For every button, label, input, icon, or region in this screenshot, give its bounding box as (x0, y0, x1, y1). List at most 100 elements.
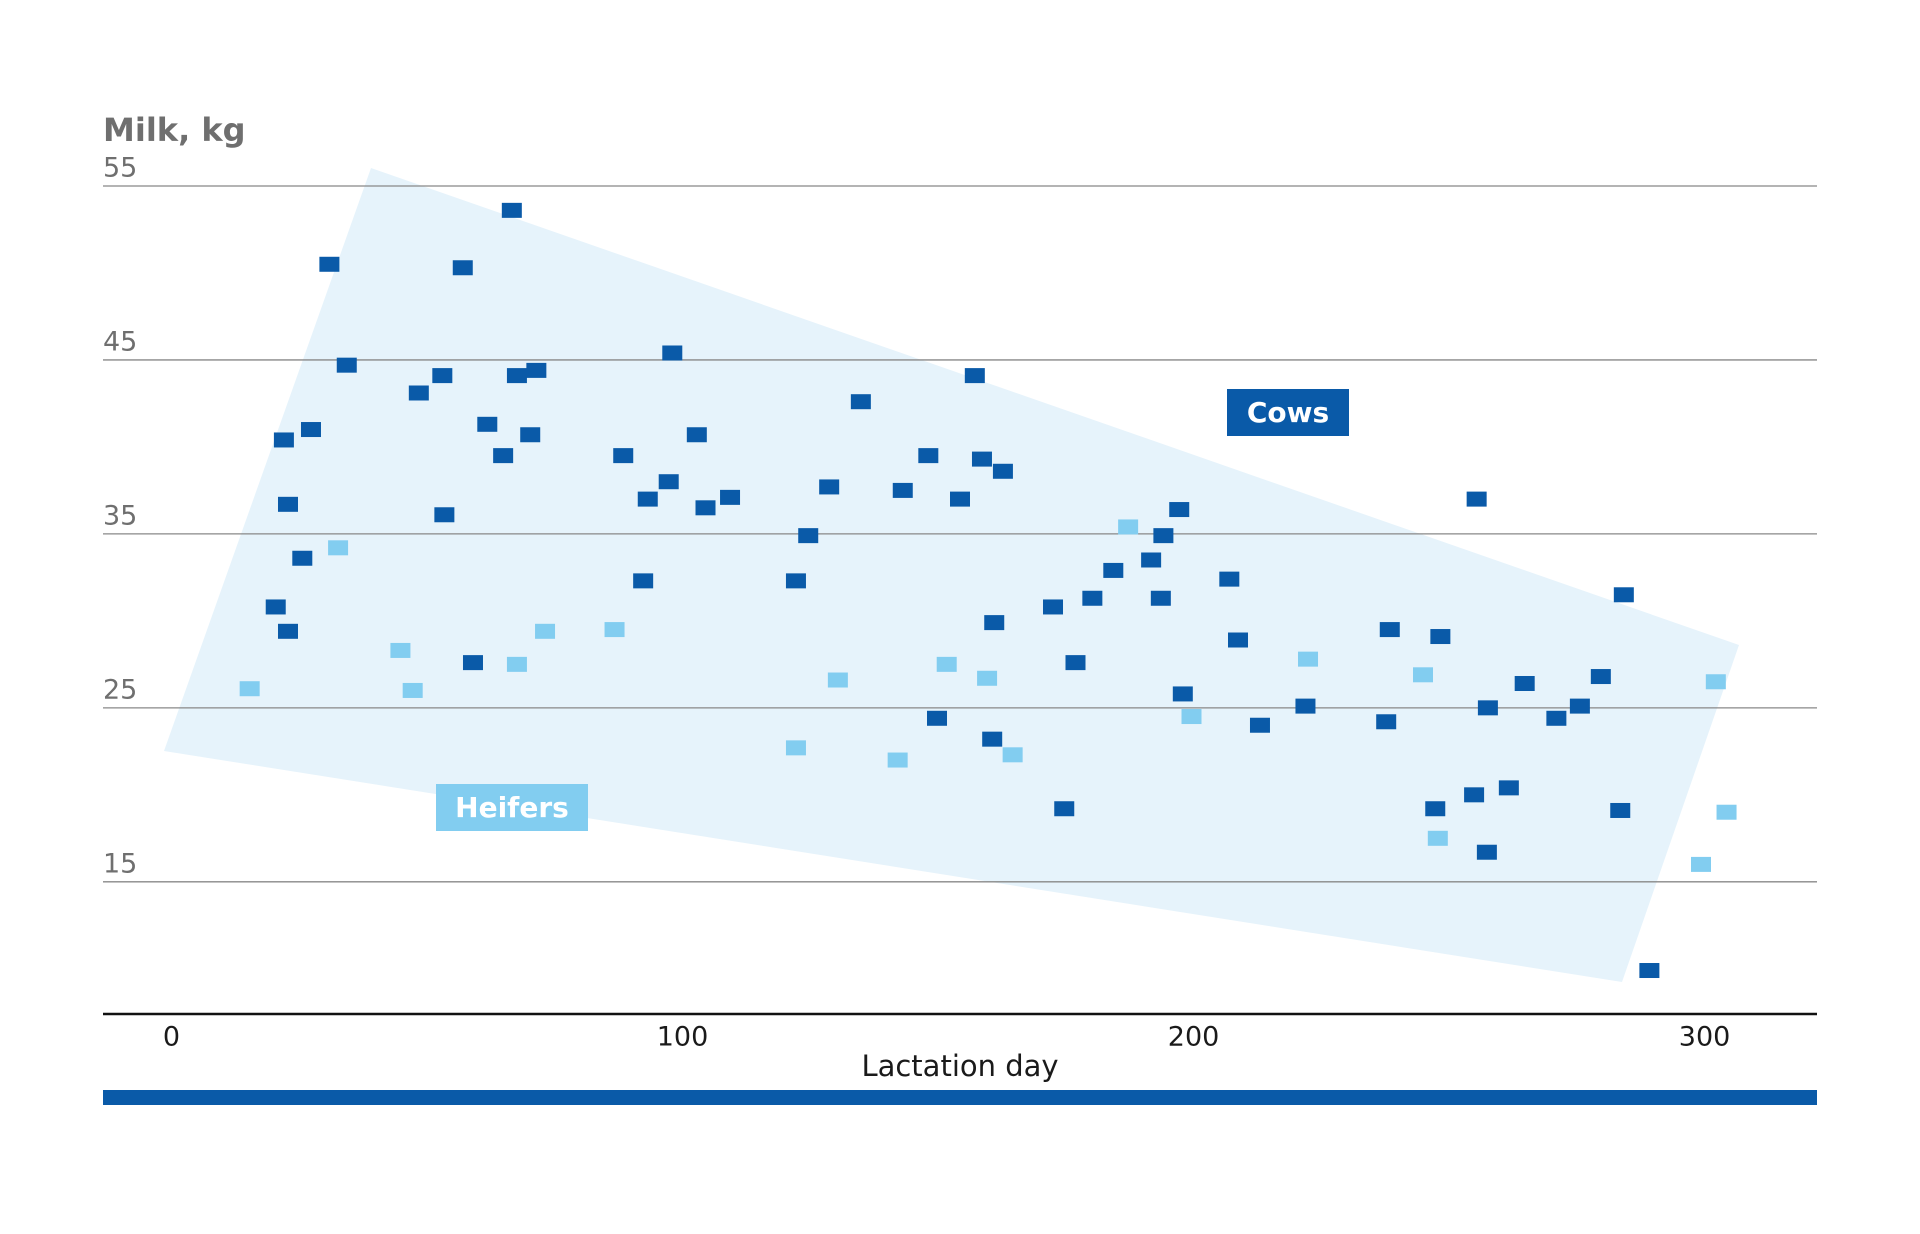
data-point (1425, 801, 1446, 817)
data-point (1082, 590, 1103, 606)
y-tick-label: 25 (103, 674, 137, 705)
data-point (918, 448, 939, 464)
data-point (850, 394, 871, 410)
data-point (785, 740, 806, 756)
data-point (798, 528, 819, 544)
data-point (662, 345, 683, 361)
data-point (1590, 669, 1611, 685)
data-point (292, 550, 313, 566)
data-point (1569, 698, 1590, 714)
data-point (477, 416, 498, 432)
data-point (1228, 632, 1249, 648)
data-point (1172, 686, 1193, 702)
data-point (686, 427, 707, 443)
data-point (887, 752, 908, 768)
legend-box (1227, 389, 1349, 436)
data-point (1141, 552, 1162, 568)
y-tick-label: 45 (103, 326, 137, 357)
data-point (1546, 710, 1567, 726)
data-point (936, 656, 957, 672)
data-point (827, 672, 848, 688)
data-point (1514, 675, 1535, 691)
data-point (402, 682, 423, 698)
data-point (1716, 804, 1737, 820)
data-point (1705, 674, 1726, 690)
data-point (434, 507, 455, 523)
data-point (300, 422, 321, 438)
data-point (927, 710, 948, 726)
data-point (1476, 844, 1497, 860)
data-point (390, 642, 411, 658)
data-point (785, 573, 806, 589)
data-point (971, 451, 992, 467)
trend-region (164, 168, 1739, 982)
data-point (1169, 502, 1190, 518)
data-point (964, 368, 985, 384)
data-point (506, 656, 527, 672)
data-point (1118, 519, 1139, 535)
x-tick-label: 100 (657, 1022, 709, 1053)
data-point (1249, 717, 1270, 733)
data-point (1219, 571, 1240, 587)
data-point (604, 622, 625, 638)
data-point (892, 482, 913, 498)
data-point (1464, 787, 1485, 803)
data-point (1412, 667, 1433, 683)
data-point (819, 479, 840, 495)
data-point (462, 655, 483, 671)
data-point (493, 448, 514, 464)
data-point (1295, 698, 1316, 714)
y-tick-label: 55 (103, 153, 137, 184)
data-point (432, 368, 453, 384)
data-point (1610, 802, 1631, 818)
data-point (950, 491, 970, 507)
data-point (239, 681, 260, 697)
legend-label: Heifers (455, 791, 569, 824)
data-point (1427, 830, 1448, 846)
data-point (1002, 747, 1023, 763)
data-point (265, 599, 286, 615)
data-point (1298, 651, 1319, 667)
data-point (613, 448, 634, 464)
data-point (1613, 587, 1634, 603)
y-tick-label: 35 (103, 500, 137, 531)
data-point (1477, 700, 1498, 716)
y-tick-label: 15 (103, 848, 137, 879)
y-axis-title: Milk, kg (103, 111, 246, 149)
data-point (1376, 714, 1397, 730)
data-point (695, 500, 716, 516)
data-point (992, 463, 1013, 479)
data-point (1379, 622, 1400, 638)
x-axis-title: Lactation day (861, 1049, 1058, 1083)
legend-label: Cows (1247, 396, 1329, 429)
data-point (277, 496, 298, 512)
data-point (1466, 491, 1487, 507)
data-point (273, 432, 294, 448)
data-point (720, 489, 741, 505)
data-point (982, 731, 1003, 747)
data-point (1498, 780, 1519, 796)
data-point (1103, 562, 1124, 578)
data-point (658, 474, 679, 490)
data-point (319, 256, 340, 272)
x-tick-label: 0 (163, 1022, 180, 1053)
data-point (336, 357, 357, 373)
data-point (535, 623, 556, 639)
data-point (1181, 709, 1202, 725)
data-point (526, 362, 547, 378)
legend-box (436, 784, 588, 831)
data-point (520, 427, 541, 443)
x-tick-label: 200 (1168, 1022, 1220, 1053)
data-point (1065, 655, 1086, 671)
data-point (1639, 963, 1660, 979)
data-point (977, 670, 998, 686)
data-point (277, 623, 298, 639)
data-point (501, 202, 522, 218)
data-point (1690, 856, 1711, 872)
data-point (1054, 801, 1075, 817)
data-point (984, 615, 1005, 631)
data-point (1043, 599, 1064, 615)
data-point (506, 368, 527, 384)
